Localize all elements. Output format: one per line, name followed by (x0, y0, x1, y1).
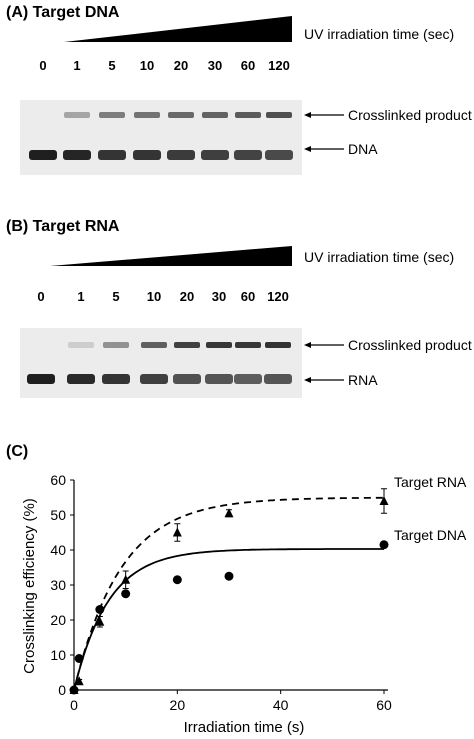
y-tick-label: 60 (50, 472, 66, 488)
y-axis-label: Crosslinking efficiency (%) (21, 498, 38, 674)
panel-b-title: (B) Target RNA (6, 218, 120, 235)
time-label: 1 (73, 58, 81, 73)
time-label: 10 (139, 58, 155, 73)
x-tick-label: 0 (70, 697, 78, 713)
gel-image-a (20, 100, 302, 175)
chart-points (69, 488, 389, 695)
rna-point (74, 676, 84, 686)
time-label: 0 (39, 58, 47, 73)
y-tick-label: 30 (50, 577, 66, 593)
rna-point (121, 574, 131, 584)
chart-legend: Target RNA Target DNA (394, 474, 467, 543)
crosslinked-product-label-a: Crosslinked product (348, 107, 472, 123)
substrate-band (98, 150, 126, 160)
crosslinked-band (168, 112, 194, 118)
y-tick-label: 10 (50, 647, 66, 663)
dna-point (224, 571, 234, 581)
crosslinked-band (265, 342, 291, 348)
substrate-band (29, 150, 57, 160)
time-label: 120 (268, 58, 290, 73)
fit-curve-target-dna (73, 548, 384, 691)
crosslinked-band (141, 342, 167, 348)
crosslinked-band (266, 112, 292, 118)
time-label: 60 (240, 289, 256, 304)
y-tick-label: 20 (50, 612, 66, 628)
time-label: 30 (211, 289, 227, 304)
uv-label-a: UV irradiation time (sec) (304, 26, 455, 42)
dna-point (379, 540, 389, 550)
dna-point (121, 589, 131, 599)
gel-image-b (20, 328, 302, 398)
substrate-band (234, 150, 262, 160)
time-label: 5 (112, 289, 120, 304)
crosslinked-band (174, 342, 200, 348)
substrate-band (133, 150, 161, 160)
crosslinked-band (134, 112, 160, 118)
dna-point (172, 575, 182, 585)
crosslinking-efficiency-chart: 0 10 20 30 40 50 60 0 20 40 60 Target RNA Target DN… (21, 472, 467, 736)
panel-c-title: (C) (6, 443, 29, 460)
dna-point (95, 605, 105, 614)
substrate-band (140, 374, 168, 384)
legend-target-rna: Target RNA (394, 474, 467, 490)
chart-fit-curves (73, 496, 384, 691)
rna-point (95, 616, 105, 626)
y-tick-label: 40 (50, 542, 66, 558)
uv-gradient-wedge-a (64, 16, 292, 42)
substrate-band (265, 150, 293, 160)
crosslinked-band (103, 342, 129, 348)
substrate-band (201, 150, 229, 160)
dna-point (74, 654, 84, 663)
time-label: 1 (77, 289, 85, 304)
fit-curve-target-rna (73, 496, 384, 691)
time-label: 0 (37, 289, 45, 304)
legend-target-dna: Target DNA (394, 527, 467, 543)
substrate-band (264, 374, 292, 384)
crosslinked-band (235, 342, 261, 348)
time-label: 5 (108, 58, 116, 73)
crosslinked-band (206, 342, 232, 348)
x-tick-label: 20 (170, 697, 186, 713)
rna-band-label: RNA (348, 372, 378, 388)
band-arrows-a (304, 112, 344, 152)
time-label: 120 (267, 289, 289, 304)
crosslinked-product-label-b: Crosslinked product (348, 337, 472, 353)
chart-axes: 0 10 20 30 40 50 60 0 20 40 60 (50, 472, 392, 713)
dna-band-label: DNA (348, 141, 378, 157)
y-tick-label: 0 (58, 682, 66, 698)
uv-label-b: UV irradiation time (sec) (304, 249, 455, 265)
substrate-band (27, 374, 55, 384)
crosslinked-band (235, 112, 261, 118)
substrate-band (167, 150, 195, 160)
time-label: 20 (173, 58, 189, 73)
substrate-band (205, 374, 233, 384)
gel-background (20, 100, 302, 175)
substrate-band (173, 374, 201, 384)
x-tick-label: 40 (273, 697, 289, 713)
crosslinked-band (202, 112, 228, 118)
time-label: 10 (146, 289, 162, 304)
rna-point (379, 496, 389, 505)
x-tick-label: 60 (376, 697, 392, 713)
band-arrows-b (304, 342, 344, 383)
time-label: 20 (179, 289, 195, 304)
rna-point (172, 527, 182, 537)
substrate-band (67, 374, 95, 384)
time-label: 30 (207, 58, 223, 73)
crosslinked-band (99, 112, 125, 118)
substrate-band (102, 374, 130, 384)
uv-gradient-wedge-b (50, 246, 292, 266)
substrate-band (63, 150, 91, 160)
rna-point (224, 508, 234, 518)
x-axis-label: Irradiation time (s) (184, 719, 305, 736)
y-tick-label: 50 (50, 507, 66, 523)
dna-point (69, 685, 79, 695)
crosslinked-band (64, 112, 90, 118)
time-label: 60 (240, 58, 256, 73)
substrate-band (234, 374, 262, 384)
crosslinked-band (68, 342, 94, 348)
panel-a-title: (A) Target DNA (6, 4, 120, 21)
gel-background (20, 328, 302, 398)
